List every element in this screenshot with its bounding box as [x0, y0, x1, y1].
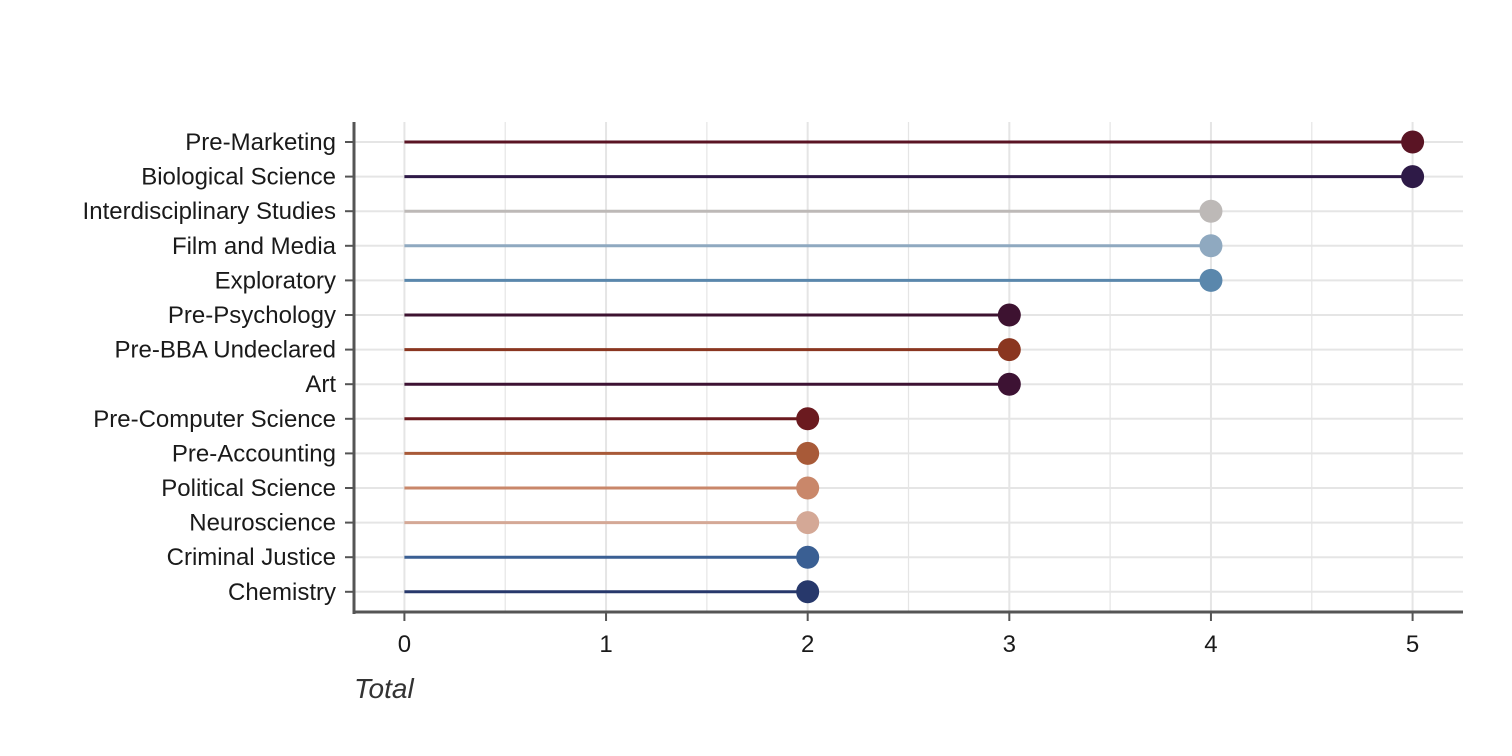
x-axis-title: Total: [354, 673, 414, 704]
y-tick-label: Pre-Psychology: [168, 302, 336, 329]
y-tick-label: Film and Media: [172, 233, 337, 260]
y-tick-label: Pre-Marketing: [185, 129, 336, 156]
y-tick-label: Biological Science: [141, 164, 336, 191]
y-tick-label: Pre-BBA Undeclared: [115, 337, 336, 364]
grid-layer: [354, 122, 1463, 612]
lollipop-point: [997, 372, 1021, 396]
marks-layer: [404, 130, 1425, 604]
x-tick-label: 4: [1204, 631, 1217, 658]
y-tick-label: Pre-Computer Science: [93, 406, 336, 433]
y-tick-label: Political Science: [161, 475, 336, 502]
y-tick-label: Chemistry: [228, 579, 336, 606]
y-tick-label: Criminal Justice: [167, 544, 336, 571]
x-tick-label: 1: [599, 631, 612, 658]
axis-layer: [345, 122, 1463, 621]
lollipop-point: [1199, 234, 1223, 258]
y-tick-label: Exploratory: [215, 267, 336, 294]
lollipop-point: [997, 303, 1021, 327]
x-tick-label: 2: [801, 631, 814, 658]
lollipop-point: [796, 511, 820, 535]
y-tick-label: Art: [305, 371, 336, 398]
lollipop-point: [796, 407, 820, 431]
lollipop-point: [796, 580, 820, 604]
lollipop-point: [796, 545, 820, 569]
y-tick-label: Pre-Accounting: [172, 440, 336, 467]
label-layer: Pre-Marketing Biological Science Interdisc…: [83, 129, 1420, 658]
lollipop-point: [1401, 130, 1425, 154]
y-tick-label: Interdisciplinary Studies: [83, 198, 336, 225]
lollipop-point: [1199, 199, 1223, 223]
lollipop-point: [1401, 165, 1425, 189]
y-tick-label: Neuroscience: [189, 510, 336, 537]
x-tick-label: 0: [398, 631, 411, 658]
lollipop-point: [1199, 268, 1223, 292]
lollipop-point: [997, 338, 1021, 362]
x-tick-label: 5: [1406, 631, 1419, 658]
lollipop-point: [796, 476, 820, 500]
lollipop-point: [796, 441, 820, 465]
x-tick-label: 3: [1003, 631, 1016, 658]
